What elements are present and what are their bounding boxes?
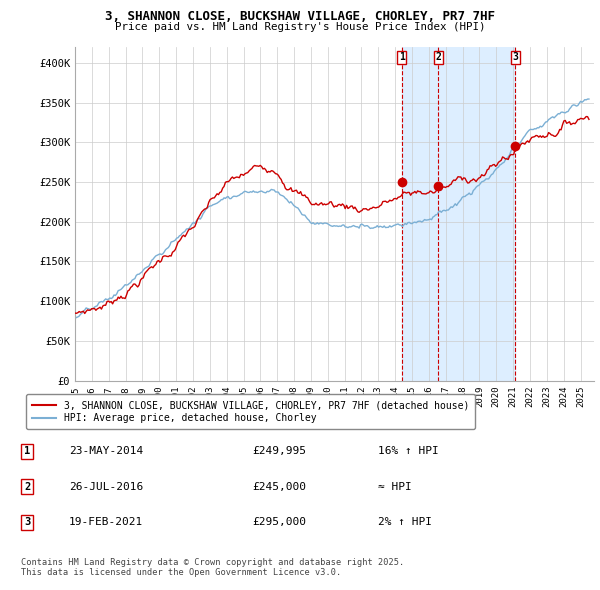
Legend: 3, SHANNON CLOSE, BUCKSHAW VILLAGE, CHORLEY, PR7 7HF (detached house), HPI: Aver: 3, SHANNON CLOSE, BUCKSHAW VILLAGE, CHOR… bbox=[26, 394, 475, 430]
Text: 16% ↑ HPI: 16% ↑ HPI bbox=[378, 447, 439, 456]
Text: 1: 1 bbox=[399, 52, 404, 62]
Text: 2: 2 bbox=[436, 52, 442, 62]
Text: £245,000: £245,000 bbox=[252, 482, 306, 491]
Text: 19-FEB-2021: 19-FEB-2021 bbox=[69, 517, 143, 527]
Text: ≈ HPI: ≈ HPI bbox=[378, 482, 412, 491]
Text: 3: 3 bbox=[512, 52, 518, 62]
Text: Price paid vs. HM Land Registry's House Price Index (HPI): Price paid vs. HM Land Registry's House … bbox=[115, 22, 485, 32]
Text: 1: 1 bbox=[24, 447, 30, 456]
Text: 26-JUL-2016: 26-JUL-2016 bbox=[69, 482, 143, 491]
Text: 2% ↑ HPI: 2% ↑ HPI bbox=[378, 517, 432, 527]
Text: £295,000: £295,000 bbox=[252, 517, 306, 527]
Text: £249,995: £249,995 bbox=[252, 447, 306, 456]
Text: 23-MAY-2014: 23-MAY-2014 bbox=[69, 447, 143, 456]
Text: 3, SHANNON CLOSE, BUCKSHAW VILLAGE, CHORLEY, PR7 7HF: 3, SHANNON CLOSE, BUCKSHAW VILLAGE, CHOR… bbox=[105, 10, 495, 23]
Text: 3: 3 bbox=[24, 517, 30, 527]
Text: 2: 2 bbox=[24, 482, 30, 491]
Text: Contains HM Land Registry data © Crown copyright and database right 2025.
This d: Contains HM Land Registry data © Crown c… bbox=[21, 558, 404, 577]
Bar bbox=[402, 47, 515, 381]
